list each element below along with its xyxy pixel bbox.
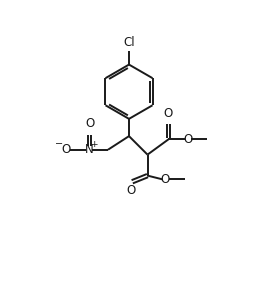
Text: O: O xyxy=(126,184,136,197)
Text: O: O xyxy=(61,143,71,156)
Text: O: O xyxy=(161,173,170,186)
Text: O: O xyxy=(164,107,173,120)
Text: +: + xyxy=(91,140,98,149)
Text: N: N xyxy=(85,143,94,156)
Text: −: − xyxy=(55,138,63,149)
Text: O: O xyxy=(85,117,94,130)
Text: Cl: Cl xyxy=(123,36,135,49)
Text: O: O xyxy=(183,133,192,146)
